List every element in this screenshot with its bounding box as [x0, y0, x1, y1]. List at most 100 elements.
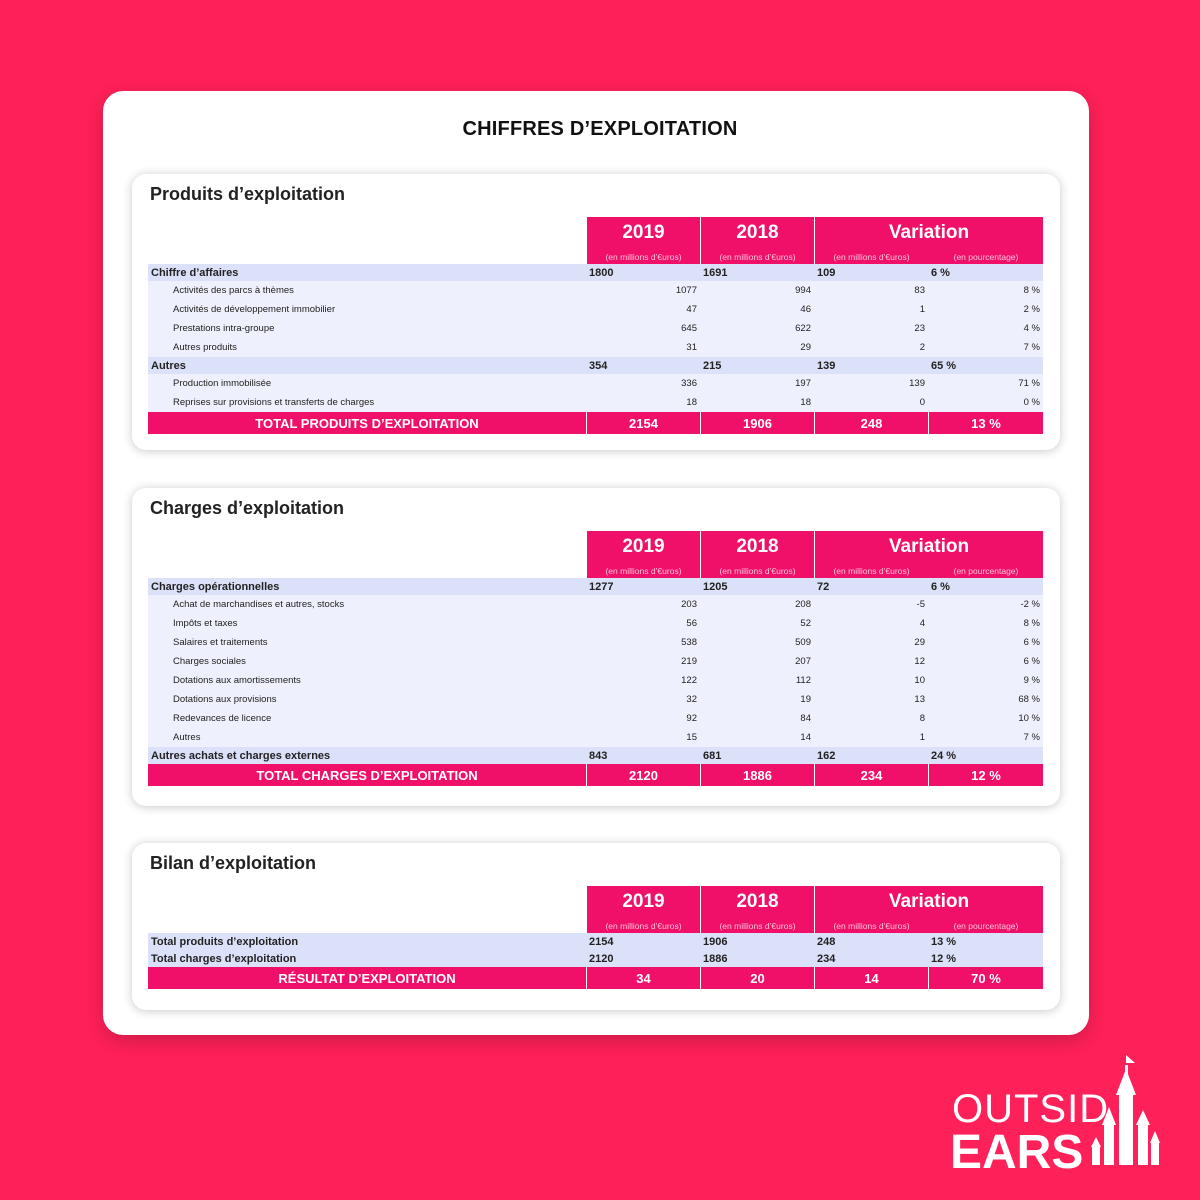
header-2018-label: 2018 — [736, 536, 779, 557]
header-variation-label: Variation — [888, 536, 970, 557]
page-title: CHIFFRES D’EXPLOITATION — [462, 118, 738, 140]
cell-v2019: 56 — [686, 618, 697, 629]
total-row: TOTAL PRODUITS D’EXPLOITATION 2154 1906 248… — [148, 412, 1043, 434]
header-variation: Variation — [815, 886, 1043, 933]
brand-line1: OUTSID — [952, 1087, 1110, 1131]
row-label: Activités des parcs à thèmes — [173, 285, 294, 296]
cell-v2019: 219 — [681, 656, 697, 667]
cell-var: 4 — [919, 618, 925, 629]
header-2019-label: 2019 — [622, 222, 665, 243]
section-title: Produits d’exploitation — [150, 184, 346, 204]
row-label: RÉSULTAT D’EXPLOITATION — [278, 970, 456, 986]
cell-v2018: 197 — [795, 378, 811, 389]
table-header: 2019 2018 Variation (en millions d’€uros) (e… — [148, 217, 1043, 264]
row-label: Autres — [151, 359, 186, 372]
cell-v2019: 122 — [681, 675, 697, 686]
cell-v2018: 84 — [800, 713, 811, 724]
cell-v2019: 2154 — [629, 415, 658, 431]
header-unit: (en millions d’€uros) — [605, 566, 682, 576]
header-variation-label: Variation — [888, 222, 970, 243]
brand-line2: EARS — [950, 1126, 1084, 1179]
cell-v2018: 681 — [703, 749, 722, 762]
cell-pct: 6 % — [1023, 637, 1040, 648]
header-2019: 2019 — [587, 217, 700, 264]
header-unit: (en millions d’€uros) — [719, 921, 796, 931]
cell-v2018: 207 — [795, 656, 811, 667]
cell-pct: 6 % — [931, 266, 950, 279]
cell-var: 29 — [914, 637, 925, 648]
header-variation-label: Variation — [888, 891, 970, 912]
table-row: Redevances de licence 92 84 8 10 % — [148, 709, 1043, 728]
section-2: Bilan d’exploitation 2019 2018 Variation (en… — [132, 843, 1060, 1010]
header-unit: (en pourcentage) — [953, 566, 1019, 576]
cell-var: 10 — [914, 675, 925, 686]
cell-pct: 12 % — [971, 767, 1001, 783]
cell-v2019: 34 — [636, 970, 651, 986]
cell-pct: 71 % — [1018, 378, 1040, 389]
cell-v2019: 2154 — [589, 935, 614, 948]
cell-var: 248 — [817, 935, 836, 948]
row-label: Autres achats et charges externes — [151, 749, 331, 762]
cell-v2018: 18 — [800, 397, 811, 408]
table-row: Charges sociales 219 207 12 6 % — [148, 652, 1043, 671]
cell-pct: 12 % — [931, 952, 957, 965]
cell-v2019: 843 — [589, 749, 608, 762]
row-label: Charges sociales — [173, 656, 246, 667]
section-0: Produits d’exploitation 2019 2018 Variation… — [132, 174, 1060, 450]
cell-v2018: 14 — [800, 732, 811, 743]
row-label: Achat de marchandises et autres, stocks — [173, 599, 345, 610]
table-row: Production immobilisée 336 197 139 71 % — [148, 374, 1043, 393]
data-table: 2019 2018 Variation (en millions d’€uros) (e… — [148, 217, 1043, 434]
cell-var: 12 — [914, 656, 925, 667]
row-label: Total produits d’exploitation — [151, 935, 299, 948]
cell-v2019: 2120 — [629, 767, 658, 783]
table-row: Impôts et taxes 56 52 4 8 % — [148, 614, 1043, 633]
row-label: Autres produits — [173, 342, 237, 353]
column-divider — [928, 967, 929, 989]
table-row: Autres 15 14 1 7 % — [148, 728, 1043, 747]
header-unit: (en millions d’€uros) — [833, 921, 910, 931]
cell-var: 14 — [864, 970, 879, 986]
cell-v2018: 215 — [703, 359, 722, 372]
cell-v2019: 538 — [681, 637, 697, 648]
header-2019-label: 2019 — [622, 536, 665, 557]
cell-v2018: 112 — [795, 675, 811, 686]
cell-v2019: 31 — [686, 342, 697, 353]
table-row: Salaires et traitements 538 509 29 6 % — [148, 633, 1043, 652]
group-row: Chiffre d’affaires 1800 1691 109 6 % — [148, 264, 1043, 281]
cell-v2018: 1886 — [743, 767, 772, 783]
cell-v2019: 32 — [686, 694, 697, 705]
cell-v2018: 1906 — [743, 415, 772, 431]
row-label: TOTAL PRODUITS D’EXPLOITATION — [255, 415, 479, 431]
header-unit: (en millions d’€uros) — [833, 252, 910, 262]
section-title: Bilan d’exploitation — [150, 853, 317, 873]
cell-pct: 10 % — [1018, 713, 1040, 724]
cell-v2018: 1691 — [703, 266, 728, 279]
cell-v2019: 2120 — [589, 952, 614, 965]
cell-pct: 6 % — [1023, 656, 1040, 667]
header-unit: (en millions d’€uros) — [833, 566, 910, 576]
cell-pct: 0 % — [1023, 397, 1040, 408]
cell-v2019: 92 — [686, 713, 697, 724]
row-label: Prestations intra-groupe — [173, 323, 275, 334]
header-unit: (en millions d’€uros) — [719, 252, 796, 262]
row-label: TOTAL CHARGES D’EXPLOITATION — [256, 767, 478, 783]
castle-icon — [1091, 1055, 1160, 1165]
header-2018-label: 2018 — [736, 222, 779, 243]
cell-pct: 65 % — [931, 359, 957, 372]
cell-v2018: 208 — [795, 599, 811, 610]
row-label: Impôts et taxes — [173, 618, 238, 629]
row-label: Autres — [173, 732, 201, 743]
header-2019: 2019 — [587, 531, 700, 578]
column-divider — [586, 967, 587, 989]
table-row: Dotations aux amortissements 122 112 10 9 % — [148, 671, 1043, 690]
cell-var: 13 — [914, 694, 925, 705]
group-row: Total charges d’exploitation 2120 1886 234 1… — [148, 950, 1043, 967]
column-divider — [586, 412, 587, 434]
cell-var: 0 — [919, 397, 925, 408]
column-divider — [700, 412, 701, 434]
cell-var: -5 — [916, 599, 925, 610]
cell-v2018: 46 — [800, 304, 811, 315]
cell-pct: 24 % — [931, 749, 957, 762]
cell-var: 83 — [914, 285, 925, 296]
